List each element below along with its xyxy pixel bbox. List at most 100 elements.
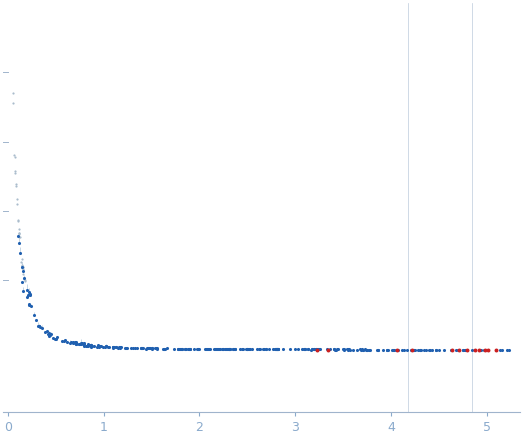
Point [25, 301, 33, 308]
Point [193, 346, 201, 353]
Point [410, 346, 418, 353]
Point [176, 345, 184, 352]
Point [200, 345, 209, 352]
Point [435, 346, 443, 353]
Point [121, 344, 129, 351]
Point [326, 346, 334, 353]
Point [110, 343, 119, 350]
Point [231, 346, 240, 353]
Point [259, 346, 267, 353]
Point [349, 346, 357, 353]
Point [138, 345, 146, 352]
Point [96, 343, 105, 350]
Point [274, 346, 282, 353]
Point [373, 346, 382, 353]
Point [224, 346, 233, 353]
Point [61, 336, 69, 343]
Point [35, 322, 43, 329]
Point [461, 346, 469, 353]
Point [175, 345, 183, 352]
Point [243, 346, 252, 353]
Point [454, 346, 463, 353]
Point [137, 344, 145, 351]
Point [411, 346, 419, 353]
Point [272, 346, 281, 353]
Point [19, 271, 28, 278]
Point [47, 330, 55, 337]
Point [49, 334, 57, 341]
Point [114, 344, 122, 351]
Point [479, 346, 487, 353]
Point [35, 322, 43, 329]
Point [95, 343, 103, 350]
Point [14, 217, 22, 224]
Point [85, 341, 94, 348]
Point [101, 343, 109, 350]
Point [182, 345, 190, 352]
Point [346, 346, 354, 353]
Point [459, 346, 467, 353]
Point [112, 343, 120, 350]
Point [123, 344, 131, 351]
Point [122, 344, 130, 351]
Point [300, 346, 308, 353]
Point [366, 346, 374, 353]
Point [87, 342, 95, 349]
Point [152, 345, 160, 352]
Point [96, 343, 104, 350]
Point [37, 324, 46, 331]
Point [8, 99, 17, 106]
Point [14, 233, 22, 240]
Point [170, 345, 178, 352]
Point [314, 346, 322, 353]
Point [463, 346, 471, 353]
Point [72, 340, 80, 347]
Point [13, 195, 21, 202]
Point [78, 340, 86, 347]
Point [76, 340, 85, 347]
Point [222, 346, 231, 353]
Point [88, 343, 97, 350]
Point [71, 338, 79, 345]
Point [362, 346, 371, 353]
Point [145, 345, 154, 352]
Point [345, 346, 353, 353]
Point [129, 345, 137, 352]
Point [80, 342, 88, 349]
Point [310, 346, 319, 353]
Point [11, 169, 19, 176]
Point [205, 346, 213, 353]
Point [238, 346, 247, 353]
Point [15, 229, 23, 236]
Point [84, 340, 92, 347]
Point [331, 346, 339, 353]
Point [291, 346, 299, 353]
Point [133, 344, 142, 351]
Point [12, 182, 20, 189]
Point [221, 346, 229, 353]
Point [484, 346, 492, 353]
Point [79, 340, 88, 347]
Point [67, 339, 75, 346]
Point [109, 343, 117, 350]
Point [12, 181, 20, 188]
Point [19, 288, 28, 295]
Point [426, 346, 434, 353]
Point [353, 346, 361, 353]
Point [83, 342, 92, 349]
Point [21, 278, 29, 285]
Point [10, 152, 19, 159]
Point [18, 256, 26, 263]
Point [363, 346, 371, 353]
Point [245, 346, 253, 353]
Point [109, 344, 118, 351]
Point [225, 346, 234, 353]
Point [203, 345, 211, 352]
Point [19, 264, 27, 271]
Point [87, 342, 95, 349]
Point [8, 89, 17, 96]
Point [70, 340, 78, 347]
Point [203, 346, 212, 353]
Point [304, 346, 312, 353]
Point [148, 344, 156, 351]
